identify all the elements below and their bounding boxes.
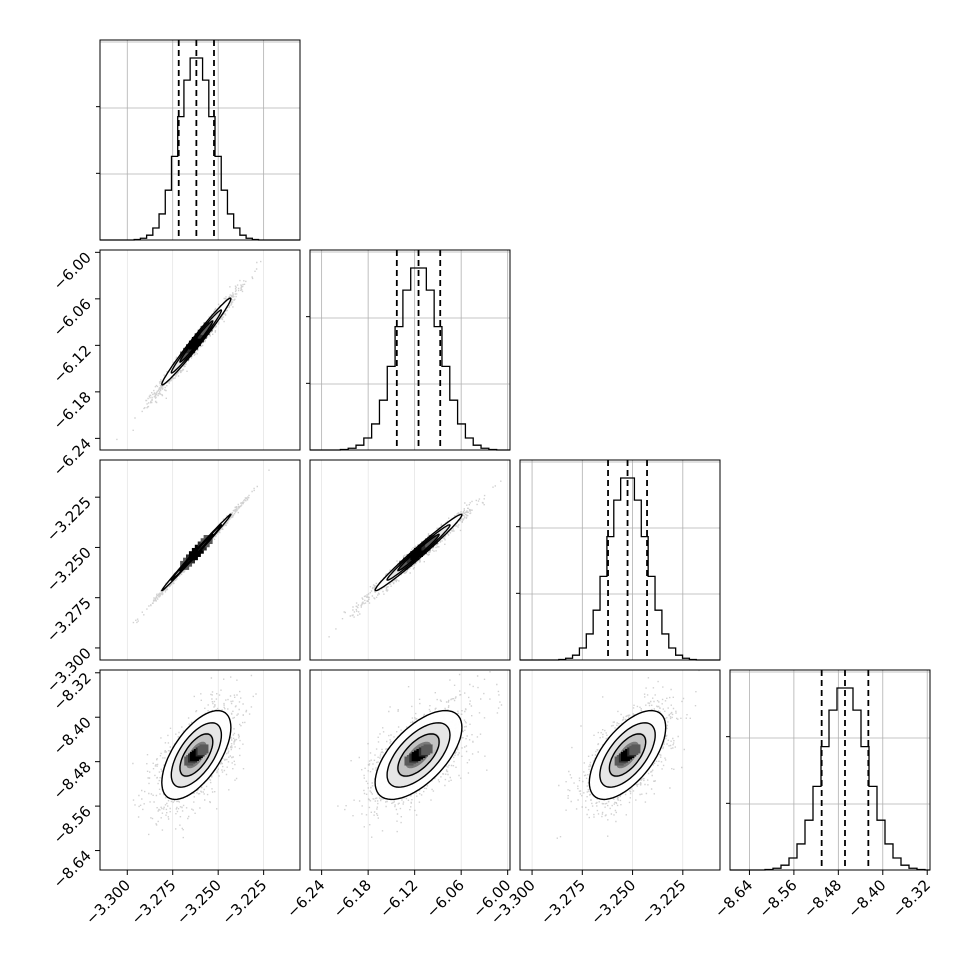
panel-frame	[309, 669, 511, 871]
contour-line	[397, 733, 440, 777]
histogram-steps	[730, 687, 930, 871]
panel-frame	[99, 39, 301, 241]
contour-line	[397, 533, 440, 572]
panel-frame	[99, 249, 301, 451]
y-tick-label: −8.40	[50, 713, 95, 758]
x-tick-label: −8.40	[844, 876, 889, 921]
y-tick-label: −6.18	[50, 388, 95, 433]
panel-frame	[99, 459, 301, 661]
contour-line	[179, 320, 214, 363]
x-tick-label: −6.06	[423, 876, 468, 921]
x-tick-label: −3.275	[128, 876, 180, 928]
y-tick-label: −6.12	[50, 341, 95, 386]
x-tick-label: −6.24	[283, 876, 328, 921]
scatter-panel	[519, 669, 721, 871]
density-block	[423, 744, 433, 754]
contour-line	[170, 722, 223, 788]
y-tick-label: −3.275	[43, 594, 95, 646]
panel-frame	[309, 249, 511, 451]
contour-line	[179, 733, 214, 777]
histogram-steps	[310, 267, 510, 451]
contour-line	[170, 309, 223, 374]
density-block	[199, 744, 209, 754]
scatter-panel	[309, 669, 511, 871]
contour-line	[608, 733, 647, 777]
contour-line	[386, 524, 451, 581]
histogram-panel	[306, 249, 511, 451]
y-tick-label: −6.24	[50, 434, 95, 479]
y-tick-label: −3.225	[43, 493, 95, 545]
scatter-panel	[309, 459, 511, 661]
x-tick-label: −8.32	[889, 876, 934, 921]
x-tick-label: −8.64	[711, 876, 756, 921]
x-tick-label: −8.56	[755, 876, 800, 921]
density-block	[203, 322, 213, 332]
y-tick-label: −8.48	[50, 758, 95, 803]
density-block	[631, 744, 641, 754]
scatter-panel	[99, 669, 301, 871]
histogram-panel	[726, 669, 931, 871]
y-tick-label: −6.06	[50, 295, 95, 340]
histogram-panel	[516, 459, 721, 661]
contour-line	[374, 513, 463, 592]
panel-frame	[309, 459, 511, 661]
x-tick-label: −3.250	[173, 876, 225, 928]
histogram-steps	[100, 57, 300, 241]
contour-line	[161, 297, 232, 386]
panel-frame	[729, 669, 931, 871]
x-tick-label: −8.48	[800, 876, 845, 921]
panel-frame	[519, 669, 721, 871]
x-tick-label: −3.225	[638, 876, 690, 928]
histogram-steps	[520, 477, 720, 661]
x-tick-label: −3.300	[82, 876, 134, 928]
histogram-panel	[96, 39, 301, 241]
contour-line	[374, 709, 463, 801]
x-tick-label: −3.250	[587, 876, 639, 928]
y-tick-label: −6.00	[50, 248, 95, 293]
y-tick-label: −8.64	[50, 847, 95, 892]
contour-line	[588, 709, 667, 801]
panel-frame	[519, 459, 721, 661]
scatter-panel	[99, 459, 301, 661]
contour-line	[386, 722, 451, 788]
x-tick-label: −3.275	[537, 876, 589, 928]
x-tick-label: −6.18	[330, 876, 375, 921]
contour-line	[599, 722, 656, 788]
y-tick-label: −8.56	[50, 802, 95, 847]
y-tick-label: −3.250	[43, 544, 95, 596]
panel-frame	[99, 669, 301, 871]
density-block	[428, 535, 438, 545]
scatter-panel	[99, 249, 301, 451]
contour-line	[161, 709, 232, 801]
x-tick-label: −6.12	[376, 876, 421, 921]
contour-line	[179, 533, 214, 572]
x-tick-label: −3.225	[218, 876, 270, 928]
